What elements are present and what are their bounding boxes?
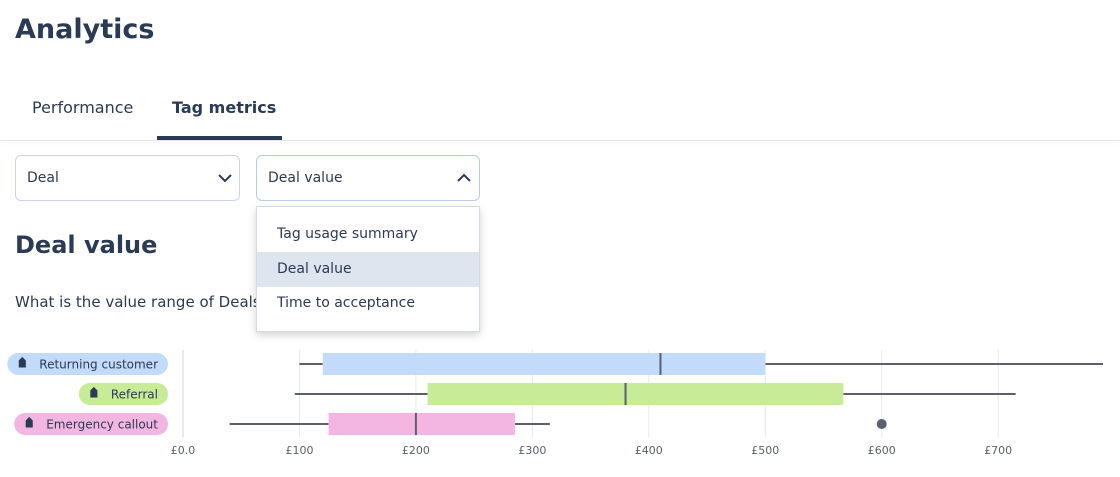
box	[322, 353, 766, 375]
dropdown-value: Deal	[27, 170, 59, 186]
x-tick-label: £700	[984, 444, 1012, 457]
x-tick-label: £300	[518, 444, 546, 457]
tag-pill	[7, 353, 168, 375]
tag-pill	[78, 383, 168, 405]
box	[328, 413, 515, 435]
tag-label: Returning customer	[39, 358, 158, 372]
section-question: What is the value range of Deals	[15, 293, 261, 311]
x-tick-label: £200	[402, 444, 430, 457]
menu-item-selected[interactable]: Deal value	[257, 252, 479, 287]
box-plot: £0.0 £100 £200 £300 £400 £500 £600 £700 Returnin…	[7, 350, 1103, 457]
x-tick-label: £600	[868, 444, 896, 457]
chevron-up	[457, 173, 471, 182]
dropdown[interactable]: Deal value	[256, 155, 480, 201]
tab[interactable]: Performance	[32, 98, 134, 117]
tab-active[interactable]: Tag metrics	[172, 98, 277, 117]
dropdown-value: Deal value	[268, 170, 343, 186]
tag-icon	[25, 416, 33, 428]
tab-underline	[157, 136, 282, 140]
chevron-down	[218, 174, 232, 183]
section-title: Deal value	[15, 231, 158, 259]
tag-icon	[90, 386, 98, 398]
dropdown[interactable]: Deal	[15, 155, 240, 201]
tag-label: Emergency callout	[46, 418, 158, 432]
x-tick-label: £0.0	[171, 444, 196, 457]
page-title: Analytics	[15, 14, 155, 45]
box	[427, 383, 844, 405]
x-tick-label: £500	[751, 444, 779, 457]
x-tick-label: £400	[635, 444, 663, 457]
menu-item[interactable]: Tag usage summary	[277, 226, 418, 242]
tag-label: Referral	[111, 388, 158, 402]
tag-icon	[18, 356, 26, 368]
divider	[0, 140, 1120, 141]
menu-item[interactable]: Time to acceptance	[277, 295, 415, 311]
outlier	[876, 419, 887, 429]
x-tick-label: £100	[285, 444, 313, 457]
tag-pill	[14, 413, 168, 435]
dropdown-menu: Tag usage summary Deal value Time to acc…	[256, 206, 480, 332]
